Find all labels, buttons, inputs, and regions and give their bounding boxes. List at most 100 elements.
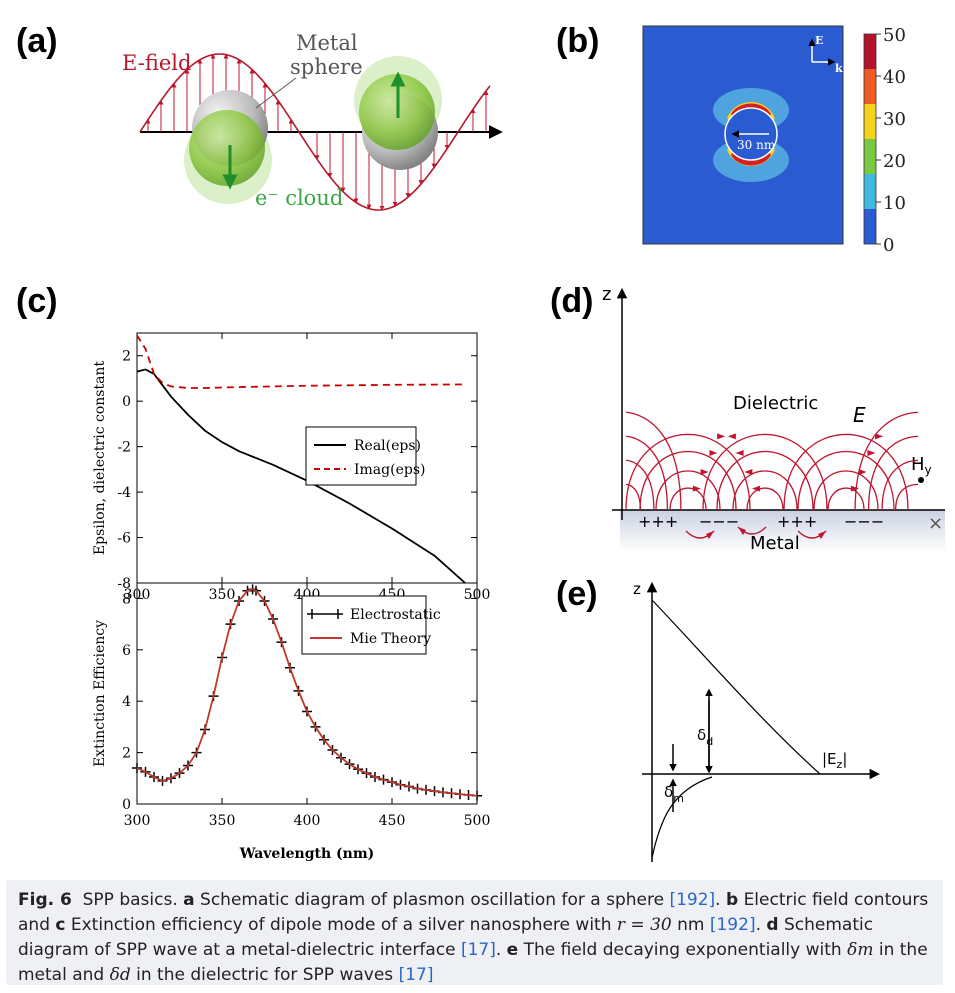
hy-dot xyxy=(918,477,924,483)
ez-bar: | xyxy=(842,750,847,768)
k-direction-label: k xyxy=(835,62,843,75)
decay-dielectric xyxy=(651,599,821,775)
legend-box xyxy=(301,595,427,655)
y-axis-label: Extinction Efficiency xyxy=(92,620,108,767)
caption-box xyxy=(6,880,943,985)
figure-caption: Fig. 6 SPP basics. a Schematic diagram o… xyxy=(18,890,929,985)
caption-d-text: Schematic diagram of SPP wave at a metal… xyxy=(18,915,874,960)
e-z-label: z xyxy=(633,580,641,598)
caption-ref-17-e[interactable]: [17] xyxy=(398,965,434,985)
colorbar-tick-label: 50 xyxy=(883,25,906,46)
y-axis-label: Epsilon, dielectric constant xyxy=(92,361,108,556)
caption-ref-17-d[interactable]: [17] xyxy=(460,940,496,960)
x-tick-label: 300 xyxy=(124,813,151,829)
metal-label: Metal xyxy=(750,533,800,554)
chart-epsilon: 300 350 400 450 50020-2-4-6-8Real(eps)Imag(e… xyxy=(92,332,490,603)
y-tick-label: 8 xyxy=(122,591,131,607)
caption-ref-192-c[interactable]: [192] xyxy=(709,915,756,935)
field-arrowhead xyxy=(752,485,761,492)
hy-label: Hy xyxy=(911,454,932,477)
y-tick-label: 2 xyxy=(122,746,131,762)
charge-plus-1: +++ xyxy=(638,512,678,531)
metal-leader xyxy=(255,77,297,109)
field-arrowhead xyxy=(717,433,726,440)
field-loop xyxy=(783,433,909,511)
metal-current-arrowhead xyxy=(738,527,746,535)
caption-b-text: Electric field contours and xyxy=(18,890,929,935)
efield-label: E-field xyxy=(122,51,191,75)
field-loop xyxy=(669,487,707,511)
y-tick-label: -2 xyxy=(117,440,131,456)
caption-e-text-mid: in the metal and xyxy=(18,940,928,985)
caption-e-label: e xyxy=(506,940,519,960)
caption-e-text-pre: The field decaying exponentially with xyxy=(523,940,842,960)
panel-b-letter: (b) xyxy=(556,22,599,60)
field-arrowhead xyxy=(735,450,744,456)
colorbar xyxy=(863,33,877,245)
legend-label: Mie Theory xyxy=(350,631,431,647)
scalebar-label: 30 nm xyxy=(737,138,776,152)
legend-label: Real(eps) xyxy=(354,438,421,454)
field-arrowhead xyxy=(850,485,859,492)
y-tick-label: 4 xyxy=(122,694,131,710)
series-line-1 xyxy=(136,588,478,797)
hotspot-top-core xyxy=(731,103,771,119)
field-arrowhead xyxy=(858,469,867,475)
caption-c-unit: nm xyxy=(677,915,705,935)
caption-c-label: c xyxy=(55,915,66,935)
legend-box xyxy=(305,426,417,486)
field-loop xyxy=(813,470,879,511)
field-loop xyxy=(639,450,737,511)
field-loop xyxy=(797,450,895,511)
caption-ref-192-a[interactable]: [192] xyxy=(669,890,716,910)
hotspot-bottom-core xyxy=(731,150,771,166)
field-loop xyxy=(732,470,798,511)
field-loop xyxy=(746,487,784,511)
field-edge-left xyxy=(625,435,669,511)
panel-e: (e) z δd δm |Ez| xyxy=(556,575,881,862)
field-arrowhead xyxy=(867,450,876,456)
colorbar-tick-label: 0 xyxy=(883,235,894,256)
field-loop xyxy=(625,433,751,511)
field-loop xyxy=(655,470,721,511)
ez-subscript: z xyxy=(837,758,843,771)
x-axis-label: Wavelength (nm) xyxy=(239,846,375,862)
efield-wave xyxy=(139,53,491,211)
caption-c-math: r = 30 xyxy=(616,915,672,935)
x-tick-label: 500 xyxy=(464,813,491,829)
colorbar-ticks: 50 40 30 20 10 0 xyxy=(876,25,906,256)
y-tick-label: -8 xyxy=(117,576,131,592)
delta-m-label: δm xyxy=(664,783,684,805)
field-arrowhead xyxy=(692,485,701,492)
caption-fig-label: Fig. 6 xyxy=(18,890,72,910)
charge-minus-1: −−− xyxy=(699,512,739,531)
ez-label: |Ez| xyxy=(822,750,847,771)
electron-cloud-1-core xyxy=(189,110,265,186)
metal-current-arrowhead xyxy=(706,531,714,539)
field-edge-left xyxy=(625,411,682,511)
e-label: E xyxy=(853,403,866,427)
field-loop xyxy=(702,433,828,511)
delta-d-subscript: d xyxy=(706,735,713,748)
hy-subscript: y xyxy=(925,463,932,477)
caption-title: SPP basics. xyxy=(82,890,178,910)
colorbar-tick-label: 30 xyxy=(883,109,906,130)
field-loop xyxy=(716,450,814,511)
panel-d-letter: (d) xyxy=(550,282,593,320)
panel-d: (d) z × Dielectric E Hy Metal +++ −−− ++… xyxy=(550,282,945,554)
y-tick-label: 0 xyxy=(122,394,131,410)
field-arrowhead xyxy=(709,450,718,456)
panel-a: (a) E-field Metal sphere e⁻ cloud xyxy=(16,22,503,211)
field-arrowhead xyxy=(727,433,736,440)
field-edge-right xyxy=(867,435,919,511)
colorbar-tick-label: 20 xyxy=(883,151,906,172)
field-edge-right xyxy=(894,483,919,511)
metal-label-line2: sphere xyxy=(290,55,363,79)
field-arrowhead xyxy=(875,433,884,440)
caption-e-text-post: in the dielectric for SPP waves xyxy=(136,965,394,985)
field-edge-right xyxy=(854,411,919,511)
x-tick-label: 450 xyxy=(379,813,406,829)
caption-delta-d: δd xyxy=(109,965,131,985)
panel-c: (c) 300 350 400 450 500 2 0 -2 -4 -6 -8 Real(eps) Im… xyxy=(16,282,490,862)
y-tick-label: -4 xyxy=(117,485,131,501)
